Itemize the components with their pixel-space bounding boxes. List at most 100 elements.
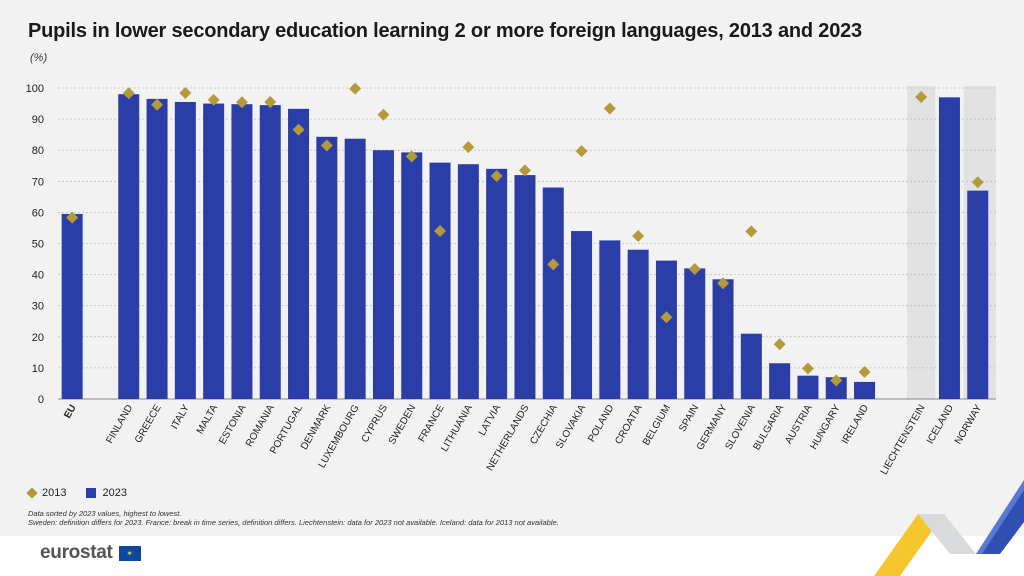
bar-2023 (542, 187, 564, 399)
bar-2023 (344, 138, 366, 399)
category-label: SPAIN (677, 403, 701, 434)
category-label: MALTA (195, 403, 221, 436)
bar-2023 (401, 152, 423, 399)
legend-item-2013: 2013 (26, 487, 67, 499)
marker-2013 (179, 86, 192, 99)
bar-2023 (769, 363, 791, 399)
footnotes: Data sorted by 2023 values, highest to l… (28, 509, 559, 527)
legend-label-2023: 2023 (102, 487, 127, 499)
marker-2013 (349, 82, 362, 95)
bar-2023 (967, 190, 989, 399)
bar-2023 (571, 231, 593, 399)
marker-2013 (235, 96, 248, 109)
category-label: SWEDEN (387, 403, 418, 447)
bar-2023 (797, 375, 819, 399)
footnote-sort: Data sorted by 2023 values, highest to l… (28, 509, 182, 518)
eurostat-logo: eurostat ✶ (40, 542, 141, 564)
category-label: SLOVAKIA (554, 403, 588, 451)
marker-2013 (915, 91, 928, 104)
marker-2013 (405, 150, 418, 163)
category-label: IRELAND (840, 403, 871, 446)
legend: 2013 2023 (26, 487, 141, 499)
y-tick-label: 10 (32, 363, 44, 375)
bar-2023 (146, 98, 168, 399)
legend-label-2013: 2013 (42, 487, 67, 499)
bar-2023 (514, 175, 536, 399)
bar-2023 (288, 108, 310, 399)
bar-2023 (712, 279, 734, 399)
bar-2023 (61, 213, 83, 399)
bar-2023 (203, 103, 225, 400)
bar-2023 (740, 333, 762, 399)
bar-2023 (429, 162, 451, 399)
category-label: FRANCE (417, 403, 447, 444)
y-tick-label: 20 (32, 332, 44, 344)
marker-2013 (858, 365, 871, 378)
marker-2013 (264, 95, 277, 108)
bar-2023 (854, 381, 876, 399)
y-tick-label: 40 (32, 270, 44, 282)
category-label: ICELAND (925, 403, 956, 446)
category-label: CROATIA (613, 403, 645, 447)
bar-2023 (825, 377, 847, 399)
marker-2013 (207, 93, 220, 106)
marker-2013 (660, 311, 673, 324)
marker-2013 (575, 145, 588, 158)
bar-2023 (316, 136, 338, 399)
footnote-definitions: Sweden: definition differs for 2023. Fra… (28, 518, 559, 527)
legend-bar-icon (86, 488, 97, 498)
marker-2013 (971, 176, 984, 189)
bar-2023 (684, 268, 706, 399)
shaded-band-liechtenstein (907, 86, 936, 399)
bar-2023 (372, 150, 394, 399)
marker-2013 (688, 263, 701, 276)
category-label: CYPRUS (360, 403, 391, 445)
category-label: ITALY (169, 403, 192, 432)
category-label: GREECE (133, 403, 164, 445)
category-label: LATVIA (477, 403, 504, 438)
legend-diamond-icon (26, 487, 38, 499)
bar-2023 (259, 105, 281, 399)
marker-2013 (830, 374, 843, 387)
marker-2013 (462, 141, 475, 154)
y-tick-label: 60 (32, 207, 44, 219)
bar-2023 (231, 104, 253, 399)
category-label: FINLAND (104, 403, 135, 446)
marker-2013 (773, 338, 786, 351)
marker-2013 (518, 164, 531, 177)
category-label: AUSTRIA (783, 403, 814, 446)
category-label: NORWAY (953, 403, 985, 447)
category-label: BELGIUM (641, 403, 673, 447)
marker-2013 (632, 230, 645, 243)
bar-2023 (627, 249, 649, 399)
bar-2023 (486, 168, 508, 399)
y-tick-label: 90 (32, 114, 44, 126)
bar-2023 (938, 97, 960, 399)
category-label: POLAND (586, 403, 616, 444)
logo-text: eurostat (40, 542, 113, 563)
bar-2023 (174, 101, 196, 400)
chart-title: Pupils in lower secondary education lear… (28, 20, 862, 42)
marker-2013 (122, 87, 135, 100)
marker-2013 (603, 102, 616, 115)
marker-2013 (547, 258, 560, 271)
bar-2023 (655, 260, 677, 399)
marker-2013 (434, 225, 447, 238)
y-tick-label: 0 (38, 394, 44, 406)
marker-2013 (377, 108, 390, 121)
y-tick-label: 50 (32, 239, 44, 251)
marker-2013 (320, 139, 333, 152)
bar-2023 (599, 240, 621, 399)
marker-2013 (745, 225, 758, 238)
unit-label: (%) (30, 52, 48, 64)
decorative-chevron-icon (874, 480, 1024, 576)
marker-2013 (717, 277, 730, 290)
marker-2013 (151, 98, 164, 111)
bar-2023 (118, 94, 140, 399)
legend-item-2023: 2023 (86, 487, 127, 499)
category-label: EU (62, 403, 78, 421)
y-tick-label: 70 (32, 176, 44, 188)
bar-2023 (457, 164, 479, 399)
